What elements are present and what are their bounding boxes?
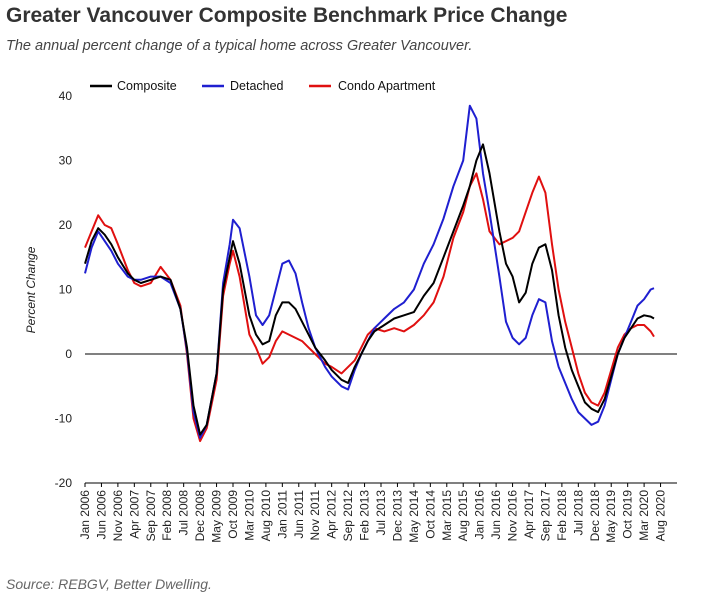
source-note: Source: REBGV, Better Dwelling. bbox=[6, 576, 212, 592]
legend-item-composite: Composite bbox=[90, 79, 177, 93]
x-tick-label: Nov 2011 bbox=[308, 490, 322, 541]
x-tick-label: Sep 2007 bbox=[144, 490, 158, 542]
y-tick-label: 40 bbox=[59, 89, 73, 103]
x-tick-label: Sep 2017 bbox=[538, 490, 552, 542]
x-tick-label: Aug 2015 bbox=[456, 490, 470, 542]
x-tick-label: Apr 2007 bbox=[127, 490, 141, 539]
x-tick-label: Mar 2015 bbox=[440, 490, 454, 541]
x-tick-label: Jan 2006 bbox=[78, 490, 92, 540]
x-tick-label: May 2009 bbox=[210, 490, 224, 543]
x-tick-label: Mar 2010 bbox=[242, 490, 256, 541]
y-tick-label: 0 bbox=[65, 347, 72, 361]
x-tick-label: Dec 2013 bbox=[390, 490, 404, 542]
legend-label-detached: Detached bbox=[230, 79, 284, 93]
x-tick-label: Dec 2008 bbox=[193, 490, 207, 542]
x-tick-label: Oct 2019 bbox=[621, 490, 635, 539]
y-axis-ticks: -20 -10 0 10 20 30 40 bbox=[55, 89, 73, 490]
legend-item-detached: Detached bbox=[202, 79, 284, 93]
x-tick-label: Jul 2013 bbox=[374, 490, 388, 536]
y-tick-label: 20 bbox=[59, 218, 73, 232]
x-tick-label: Oct 2014 bbox=[423, 490, 437, 539]
x-tick-label: Aug 2010 bbox=[259, 490, 273, 542]
y-tick-label: 30 bbox=[59, 154, 73, 168]
x-tick-label: Jun 2006 bbox=[94, 490, 108, 540]
y-tick-label: 10 bbox=[59, 283, 73, 297]
x-axis-ticks: Jan 2006 Jun 2006 Nov 2006 Apr 2007 Sep 2007… bbox=[78, 483, 668, 543]
series-line-composite bbox=[84, 143, 655, 436]
x-tick-label: Apr 2012 bbox=[325, 490, 339, 539]
x-tick-label: May 2019 bbox=[604, 490, 618, 543]
x-tick-label: Feb 2013 bbox=[358, 490, 372, 541]
x-tick-label: Jul 2008 bbox=[177, 490, 191, 536]
x-tick-label: Jun 2011 bbox=[292, 490, 306, 539]
x-tick-label: Mar 2020 bbox=[637, 490, 651, 541]
x-tick-label: Jan 2011 bbox=[275, 490, 289, 539]
x-tick-label: Apr 2017 bbox=[522, 490, 536, 539]
y-tick-label: -20 bbox=[55, 476, 73, 490]
chart-subtitle: The annual percent change of a typical h… bbox=[6, 38, 473, 54]
series-line-detached bbox=[84, 104, 655, 439]
x-tick-label: Nov 2016 bbox=[506, 490, 520, 542]
y-axis-label: Percent Change bbox=[24, 246, 38, 333]
series-layer bbox=[84, 104, 655, 443]
series-line-condo bbox=[84, 172, 655, 443]
x-tick-label: Feb 2018 bbox=[555, 490, 569, 541]
x-tick-label: Dec 2018 bbox=[588, 490, 602, 542]
legend-label-composite: Composite bbox=[117, 79, 177, 93]
legend-label-condo: Condo Apartment bbox=[338, 79, 436, 93]
x-tick-label: Nov 2006 bbox=[111, 490, 125, 542]
x-tick-label: Jul 2018 bbox=[571, 490, 585, 536]
x-tick-label: Jan 2016 bbox=[473, 490, 487, 540]
x-tick-label: Feb 2008 bbox=[160, 490, 174, 541]
x-tick-label: Oct 2009 bbox=[226, 490, 240, 539]
legend-item-condo: Condo Apartment bbox=[309, 79, 436, 93]
x-tick-label: Aug 2020 bbox=[654, 490, 668, 542]
legend: Composite Detached Condo Apartment bbox=[90, 79, 436, 93]
x-tick-label: Sep 2012 bbox=[341, 490, 355, 542]
y-tick-label: -10 bbox=[55, 412, 73, 426]
chart-title: Greater Vancouver Composite Benchmark Pr… bbox=[6, 4, 568, 27]
x-tick-label: Jun 2016 bbox=[489, 490, 503, 540]
x-tick-label: May 2014 bbox=[407, 490, 421, 543]
